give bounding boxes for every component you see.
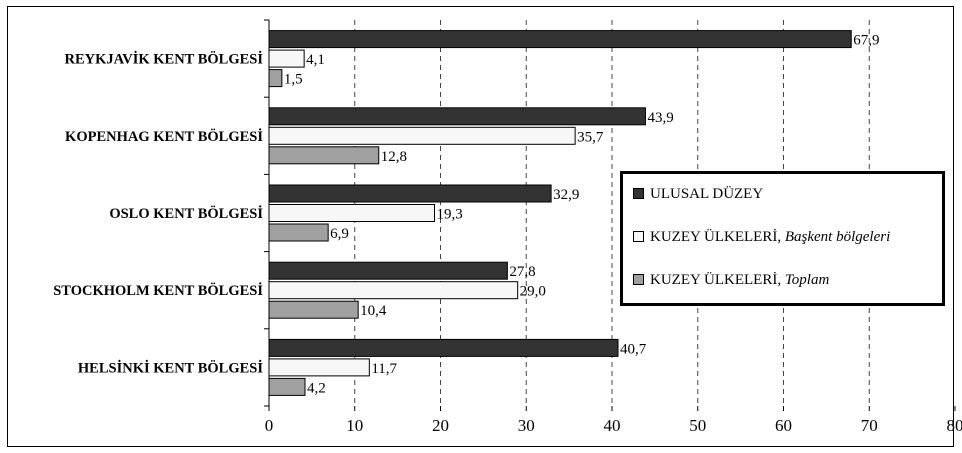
legend-swatch-toplam <box>633 274 644 286</box>
data-label: 4,1 <box>306 52 325 68</box>
legend-item-ulusal: ULUSAL DÜZEY <box>633 186 763 203</box>
legend-item-toplam: KUZEY ÜLKELERİ, Toplam <box>633 272 829 289</box>
bar <box>268 223 329 242</box>
data-label: 10,4 <box>360 303 387 319</box>
bar <box>268 30 852 49</box>
data-label: 6,9 <box>330 226 349 242</box>
bar <box>268 204 435 222</box>
legend-label-baskent: KUZEY ÜLKELERİ, <box>650 229 785 245</box>
bar <box>268 126 576 145</box>
legend-label-ulusal: ULUSAL DÜZEY <box>650 186 764 202</box>
data-label: 11,7 <box>371 361 397 377</box>
x-tick-label: 10 <box>346 416 363 435</box>
data-label: 12,8 <box>381 149 407 165</box>
category-label: REYKJAVİK KENT BÖLGESİ <box>65 51 264 68</box>
x-tick-label: 0 <box>265 416 274 435</box>
x-tick-label: 70 <box>861 416 878 435</box>
data-label: 67,9 <box>853 33 879 49</box>
data-label: 35,7 <box>577 129 604 145</box>
x-tick-label: 30 <box>518 416 535 435</box>
bar <box>268 281 519 300</box>
category-label: HELSİNKİ KENT BÖLGESİ <box>78 359 263 376</box>
bar <box>268 146 380 165</box>
legend: ULUSAL DÜZEY KUZEY ÜLKELERİ, Başkent böl… <box>620 171 945 306</box>
chart-frame <box>7 6 954 447</box>
data-label: 1,5 <box>284 72 303 88</box>
legend-swatch-baskent <box>633 231 644 243</box>
legend-item-baskent: KUZEY ÜLKELERİ, Başkent bölgeleri <box>633 229 890 246</box>
data-label: 4,2 <box>307 380 326 396</box>
x-tick-label: 60 <box>775 416 792 435</box>
data-label: 29,0 <box>520 284 546 300</box>
legend-swatch-ulusal <box>633 188 644 200</box>
x-tick-label: 40 <box>604 416 621 435</box>
category-label: KOPENHAG KENT BÖLGESİ <box>65 128 263 145</box>
bar <box>268 49 305 68</box>
bar <box>268 184 552 203</box>
data-label: 19,3 <box>436 207 462 223</box>
bar <box>268 377 306 396</box>
bar <box>268 338 619 357</box>
bar <box>268 107 646 126</box>
legend-label-baskent-italic: Başkent bölgeleri <box>784 229 891 245</box>
x-tick-label: 50 <box>689 416 706 435</box>
bar <box>268 69 283 88</box>
bar <box>268 300 359 319</box>
data-label: 43,9 <box>647 110 673 126</box>
data-label: 32,9 <box>553 187 579 203</box>
category-label: STOCKHOLM KENT BÖLGESİ <box>53 282 263 299</box>
category-label: OSLO KENT BÖLGESİ <box>109 205 263 222</box>
x-tick-label: 80 <box>947 416 962 435</box>
bar <box>268 358 370 377</box>
legend-label-toplam: KUZEY ÜLKELERİ, <box>650 272 785 288</box>
data-label: 27,8 <box>509 264 535 280</box>
legend-label-toplam-italic: Toplam <box>784 272 830 288</box>
x-tick-label: 20 <box>432 416 449 435</box>
data-label: 40,7 <box>620 341 647 357</box>
bar <box>268 261 508 280</box>
